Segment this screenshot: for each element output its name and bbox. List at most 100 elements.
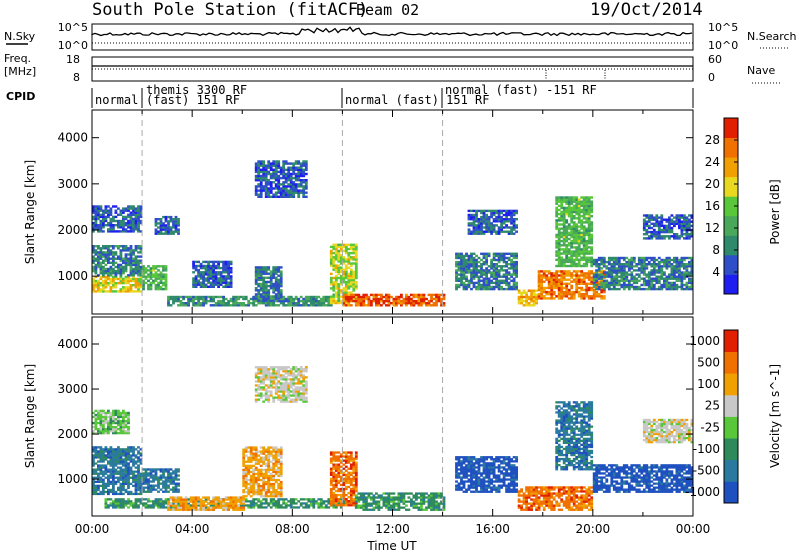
range-cell — [257, 195, 261, 198]
range-cell — [92, 226, 95, 229]
range-cell — [577, 282, 581, 285]
range-cell — [670, 214, 674, 217]
range-cell — [162, 224, 165, 227]
range-cell — [162, 474, 165, 477]
range-cell — [282, 185, 286, 188]
range-cell — [289, 297, 293, 301]
range-cell — [274, 172, 278, 176]
range-cell — [663, 258, 666, 262]
range-cell — [102, 290, 105, 293]
range-cell — [107, 478, 110, 481]
range-cell — [99, 251, 103, 254]
range-cell — [560, 270, 564, 273]
range-cell — [147, 275, 150, 278]
range-cell — [92, 255, 95, 258]
range-cell — [112, 259, 115, 262]
range-cell — [127, 263, 130, 267]
range-cell — [104, 279, 108, 283]
range-cell — [645, 265, 649, 268]
range-cell — [114, 413, 118, 417]
range-cell — [279, 297, 283, 301]
range-cell — [685, 237, 689, 240]
range-cell — [272, 291, 276, 294]
range-cell — [555, 286, 559, 290]
range-cell — [344, 283, 348, 286]
range-cell — [339, 256, 343, 259]
range-cell — [567, 237, 571, 241]
range-cell — [500, 254, 503, 258]
range-cell — [382, 302, 386, 305]
range-cell — [372, 297, 376, 301]
range-cell — [562, 196, 566, 199]
range-cell — [97, 411, 100, 415]
range-cell — [94, 211, 98, 214]
range-cell — [257, 282, 261, 286]
range-cell — [197, 269, 200, 272]
range-cell — [585, 274, 589, 277]
range-cell — [432, 297, 436, 301]
range-cell — [122, 506, 125, 509]
range-cell — [132, 272, 135, 275]
range-cell — [97, 226, 100, 229]
range-cell — [154, 232, 158, 235]
range-cell — [142, 504, 145, 507]
range-cell — [683, 220, 686, 223]
nsky-label: N.Sky — [4, 30, 36, 43]
range-cell — [580, 278, 584, 281]
colorbar-swatch — [724, 274, 738, 295]
range-cell — [590, 237, 594, 241]
range-cell — [590, 202, 594, 205]
range-cell — [344, 304, 348, 307]
range-cell — [119, 419, 123, 423]
range-cell — [587, 242, 591, 245]
range-cell — [585, 202, 589, 205]
range-cell — [102, 253, 105, 256]
range-cell — [154, 222, 158, 225]
range-cell — [277, 280, 281, 284]
range-cell — [267, 299, 271, 302]
range-cell — [485, 269, 488, 272]
range-cell — [555, 225, 559, 228]
range-cell — [282, 189, 286, 192]
range-cell — [117, 500, 120, 503]
range-cell — [164, 468, 168, 471]
range-cell — [144, 486, 148, 489]
range-cell — [102, 415, 105, 419]
range-cell — [422, 295, 426, 299]
range-cell — [572, 260, 576, 264]
range-cell — [132, 217, 135, 221]
range-cell — [207, 262, 210, 266]
range-cell — [269, 299, 273, 302]
range-cell — [109, 474, 113, 477]
range-cell — [650, 285, 654, 289]
range-cell — [277, 270, 281, 273]
range-cell — [642, 283, 646, 287]
range-cell — [137, 217, 140, 221]
range-cell — [685, 256, 689, 260]
range-cell — [267, 172, 271, 176]
range-cell — [104, 247, 108, 250]
range-cell — [122, 265, 125, 269]
range-cell — [657, 287, 661, 291]
range-cell — [117, 213, 120, 216]
range-cell — [587, 212, 591, 216]
range-cell — [572, 280, 576, 283]
range-cell — [97, 251, 100, 254]
range-cell — [122, 272, 125, 275]
range-cell — [299, 185, 303, 188]
range-cell — [585, 210, 589, 214]
range-cell — [617, 258, 621, 262]
range-cell — [557, 217, 561, 220]
range-cell — [114, 456, 118, 459]
range-cell — [642, 222, 646, 225]
range-cell — [467, 209, 471, 213]
range-cell — [475, 230, 478, 233]
range-cell — [487, 230, 491, 233]
range-cell — [204, 266, 208, 270]
range-cell — [352, 276, 356, 280]
range-cell — [545, 274, 549, 277]
range-cell — [675, 218, 679, 221]
range-cell — [647, 271, 651, 274]
range-cell — [257, 170, 261, 174]
range-cell — [532, 291, 536, 294]
